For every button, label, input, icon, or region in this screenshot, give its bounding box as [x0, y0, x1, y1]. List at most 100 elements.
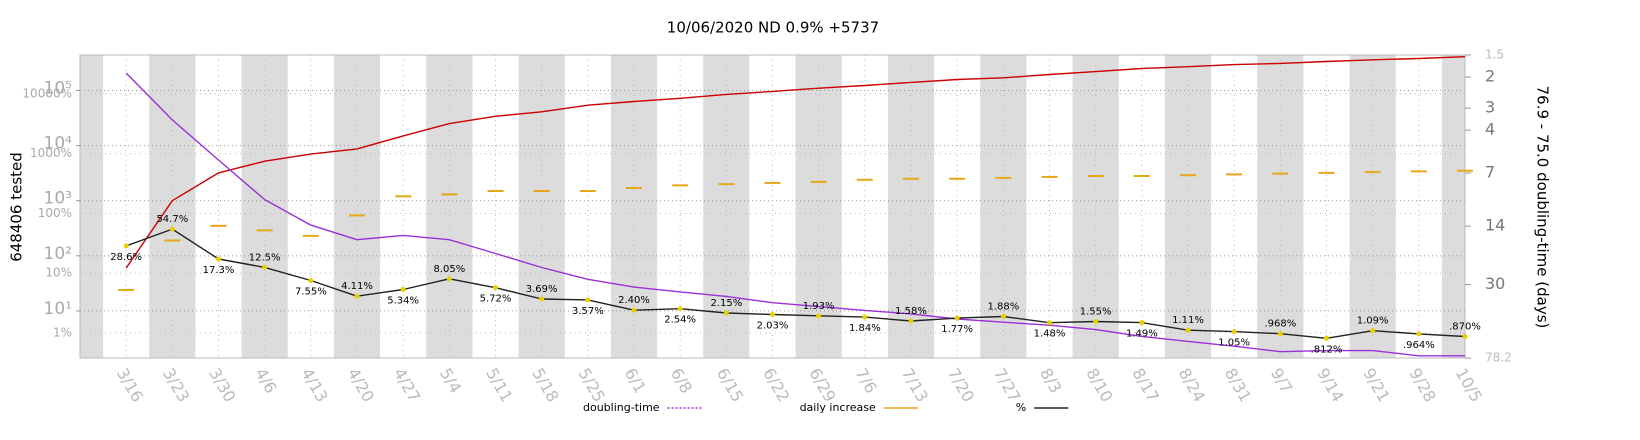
data-label: .968% [1264, 319, 1296, 330]
y2-tick-label: 14 [1485, 216, 1505, 235]
data-label: 4.11% [341, 281, 373, 292]
data-label: 5.34% [387, 295, 419, 306]
x-tick-label: 6/1 [621, 365, 650, 397]
percent-point [446, 276, 452, 282]
data-label: 3.57% [572, 306, 604, 317]
x-tick-label: 8/31 [1221, 365, 1255, 406]
y-tick-label: 10¹ [44, 299, 72, 319]
data-label: 2.40% [618, 295, 650, 306]
data-label: 1.48% [1034, 329, 1066, 340]
percent-point [1000, 314, 1006, 320]
x-tick-label: 4/20 [344, 365, 378, 406]
percent-point [677, 306, 683, 312]
percent-point [539, 296, 545, 302]
y2-tick-label: 78.2 [1485, 351, 1512, 365]
x-tick-label: 5/4 [436, 365, 465, 397]
y3-tick-label: 10000% [22, 87, 72, 101]
y2-tick-label: 2 [1485, 67, 1495, 86]
x-tick-label: 8/3 [1036, 365, 1065, 397]
percent-point [308, 277, 314, 283]
y-tick-label: 10⁴ [44, 134, 73, 154]
x-tick-label: 6/22 [759, 365, 793, 406]
y2-tick-label: 30 [1485, 274, 1505, 293]
x-tick-label: 5/25 [574, 365, 608, 406]
percent-point [1416, 331, 1422, 337]
percent-point [770, 312, 775, 318]
y2-tick-label: 4 [1485, 120, 1495, 139]
x-tick-label: 5/18 [528, 365, 562, 406]
x-tick-label: 7/13 [898, 365, 932, 406]
x-tick-label: 4/27 [390, 365, 424, 406]
percent-point [954, 315, 960, 321]
x-tick-label: 9/28 [1405, 365, 1439, 406]
data-label: 17.3% [203, 265, 235, 276]
x-tick-label: 6/15 [713, 365, 747, 406]
percent-point [631, 307, 637, 313]
data-label: .964% [1403, 340, 1435, 351]
data-label: 2.15% [710, 298, 742, 309]
percent-point [862, 314, 868, 320]
week-band [80, 55, 104, 358]
percent-point [400, 286, 406, 292]
legend-item: doubling-time [583, 401, 702, 414]
percent-point [908, 318, 914, 324]
y2-tick-label: 1.5 [1485, 48, 1504, 62]
x-tick-label: 7/27 [990, 365, 1024, 406]
series-line [125, 72, 1465, 357]
data-label: 12.5% [249, 252, 281, 263]
data-label: .812% [1311, 344, 1343, 355]
data-label: 1.55% [1080, 307, 1112, 318]
percent-point [493, 285, 498, 291]
data-label: 8.05% [433, 264, 465, 275]
percent-point [1047, 320, 1052, 326]
percent-point [354, 293, 360, 299]
legend-item: daily increase [800, 401, 918, 414]
y-tick-label: 10² [44, 244, 72, 264]
y2-axis-label: 76.9 - 75.0 doubling-time (days) [1534, 86, 1552, 329]
x-tick-label: 6/29 [805, 365, 839, 406]
data-label: 1.09% [1357, 316, 1389, 327]
x-tick-label: 6/8 [667, 365, 696, 397]
x-tick-label: 9/7 [1267, 365, 1296, 397]
percent-point [1093, 319, 1099, 325]
data-label: 28.6% [110, 252, 142, 263]
data-label: 1.11% [1172, 315, 1204, 326]
percent-point [816, 313, 822, 319]
percent-point [169, 226, 175, 232]
y3-tick-label: 1000% [30, 146, 72, 160]
y3-tick-label: 100% [38, 206, 72, 220]
x-tick-label: 9/21 [1359, 365, 1393, 406]
x-tick-label: 4/6 [251, 365, 280, 397]
percent-point [123, 243, 129, 249]
x-tick-label: 5/11 [482, 365, 516, 406]
data-label: 2.03% [757, 321, 789, 332]
legend-item: % [1016, 401, 1069, 414]
x-tick-label: 3/30 [205, 365, 239, 406]
x-tick-label: 10/5 [1452, 365, 1486, 406]
data-label: 7.55% [295, 286, 327, 297]
y3-tick-label: 1% [53, 325, 72, 339]
y-axis-label: 648406 tested [8, 152, 26, 262]
data-label: 5.72% [480, 294, 512, 305]
data-label: 1.93% [803, 301, 835, 312]
chart-title: 10/06/2020 ND 0.9% +5737 [667, 19, 879, 37]
x-tick-label: 8/24 [1175, 365, 1209, 406]
x-tick-label: 8/17 [1128, 365, 1162, 406]
series-line [125, 228, 1466, 339]
data-label: 1.05% [1218, 338, 1250, 349]
x-tick-label: 8/10 [1082, 365, 1116, 406]
data-label: .870% [1449, 322, 1481, 333]
x-tick-label: 7/20 [944, 365, 978, 406]
legend-label: daily increase [800, 401, 876, 414]
percent-point [1231, 329, 1237, 335]
data-label: 1.77% [941, 324, 973, 335]
percent-point [1277, 331, 1283, 337]
data-label: 1.49% [1126, 329, 1158, 340]
percent-point [1462, 334, 1468, 340]
percent-point [1370, 328, 1376, 334]
y-tick-label: 10³ [44, 189, 72, 209]
y2-tick-label: 7 [1485, 163, 1495, 182]
percent-point [216, 256, 221, 262]
